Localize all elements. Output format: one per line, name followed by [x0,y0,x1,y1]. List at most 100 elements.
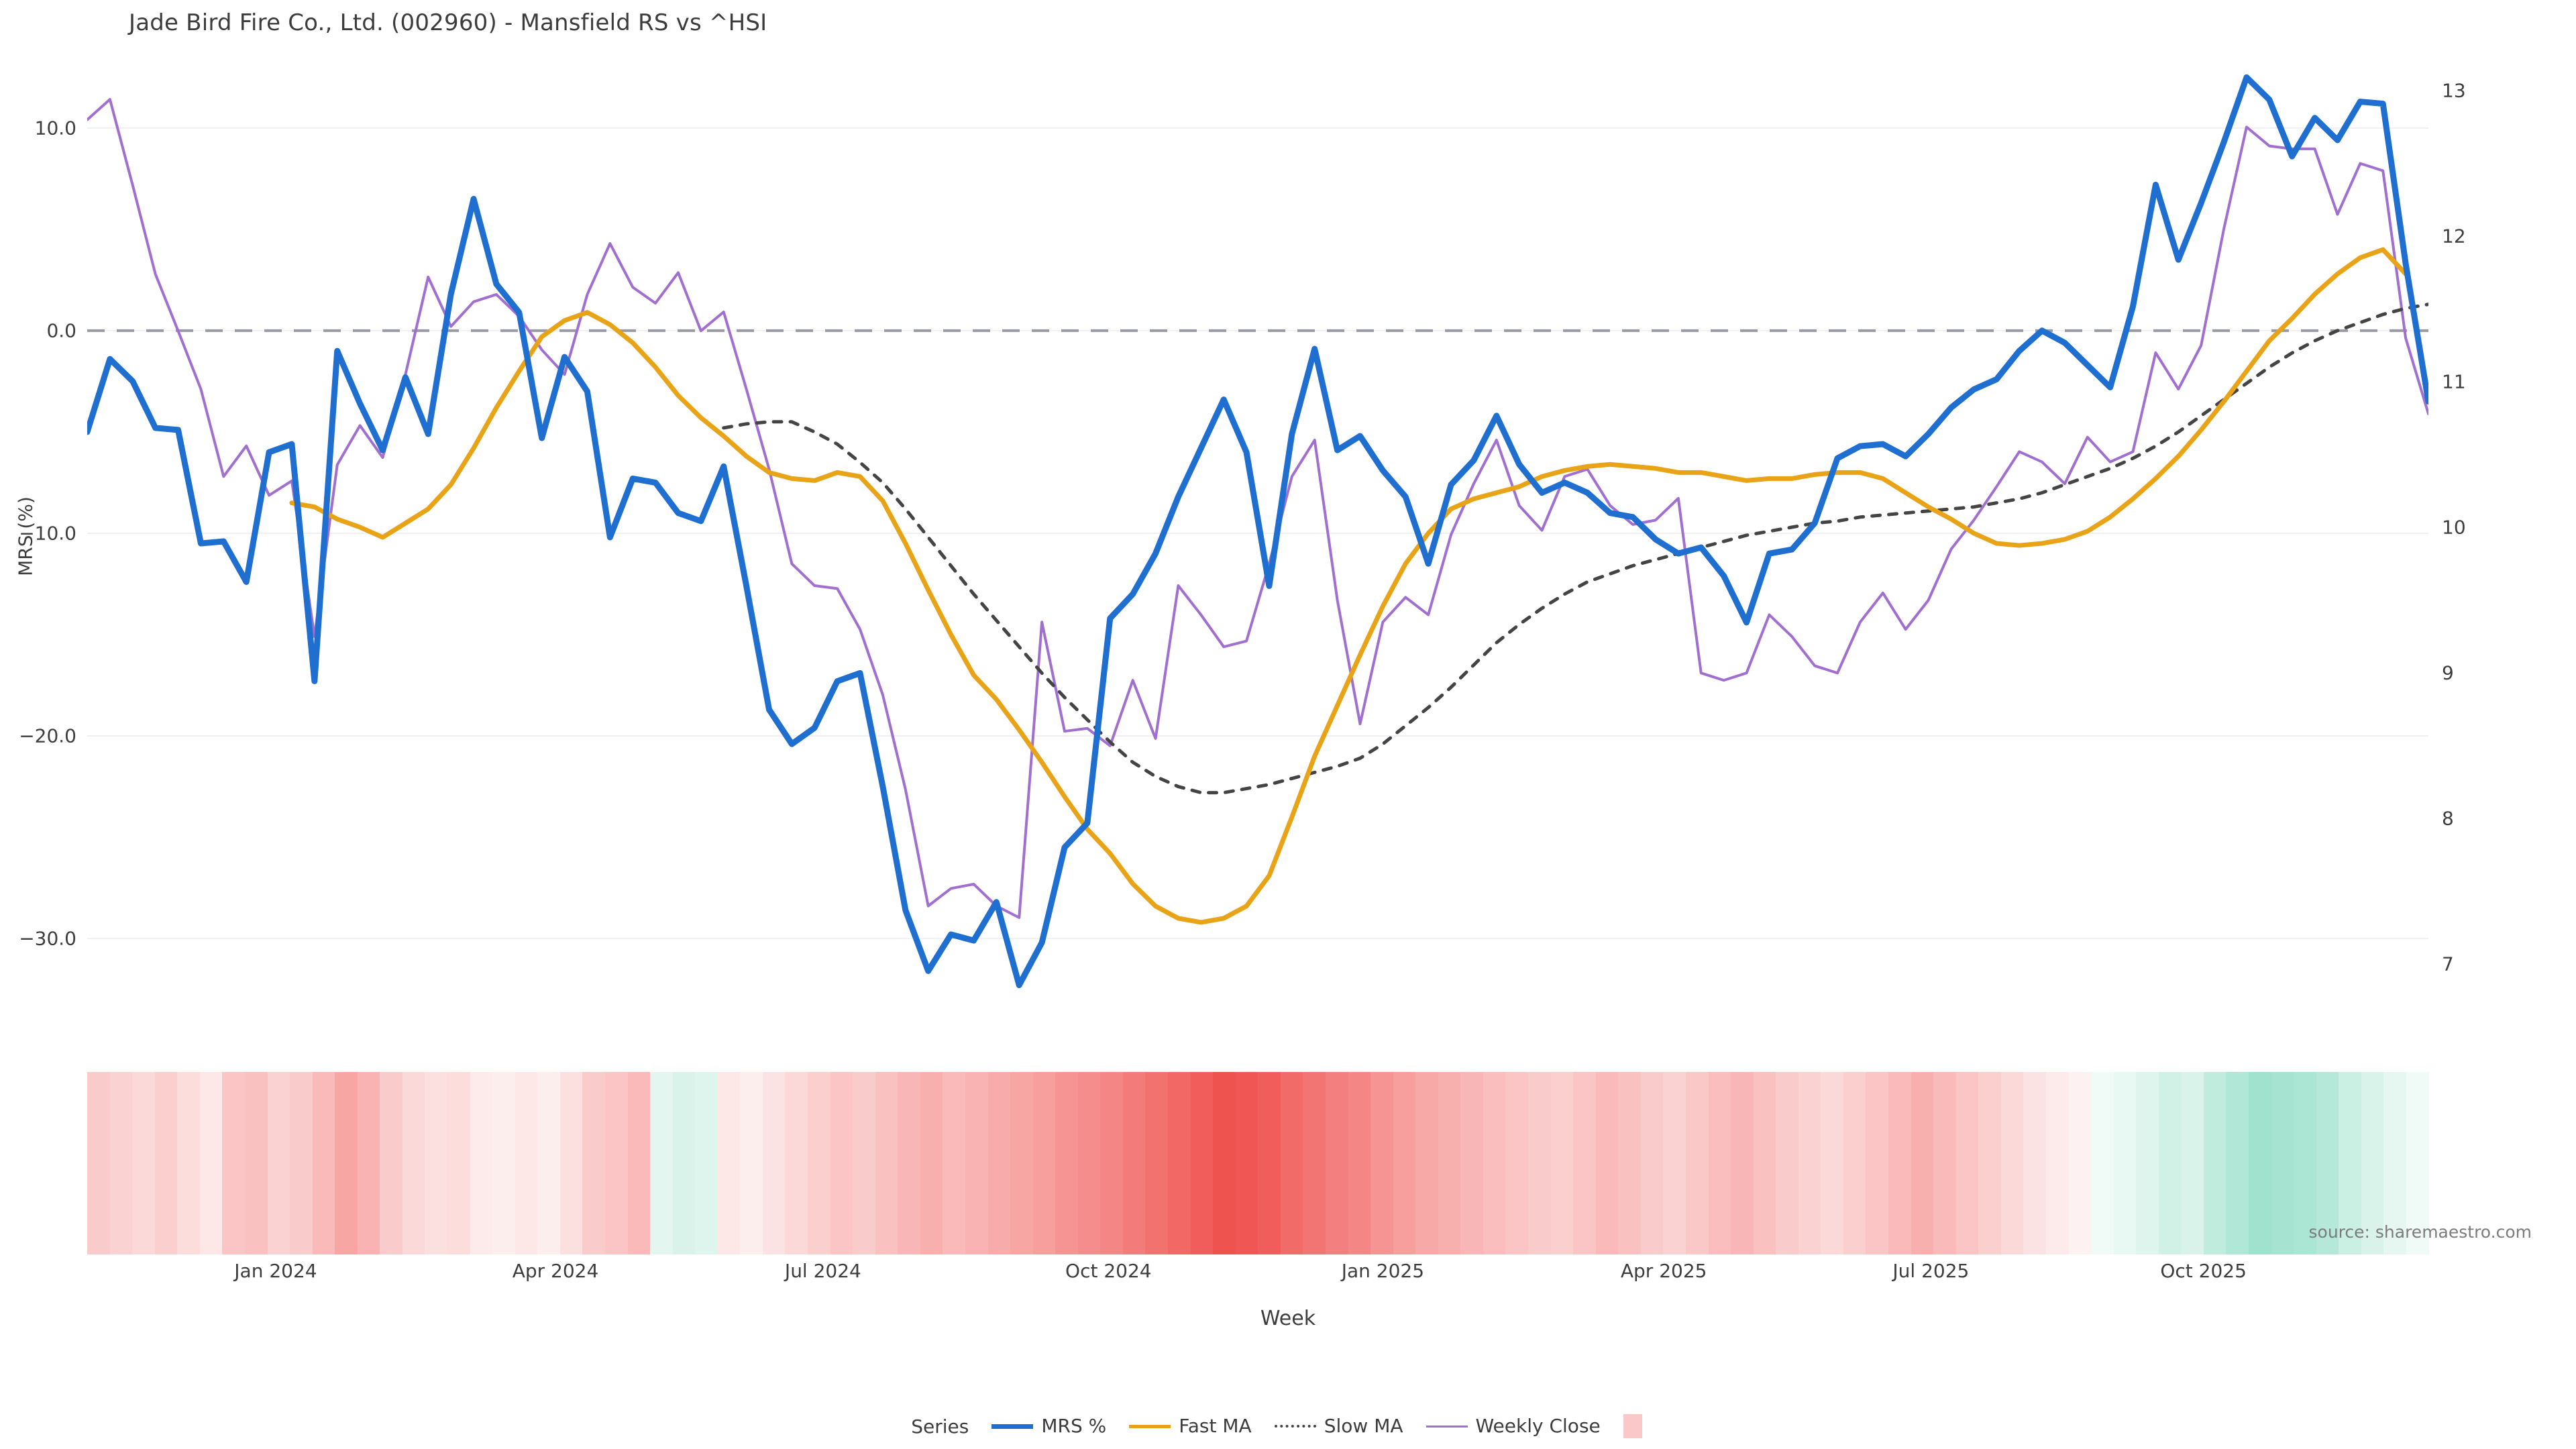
legend-label: Fast MA [1179,1415,1252,1437]
heatmap-cell [2045,1072,2069,1254]
x-tick: Apr 2024 [512,1260,599,1282]
series-lines [87,74,2428,989]
legend-swatch-box [1623,1414,1642,1438]
series-line [87,98,2428,919]
x-tick: Jan 2025 [1341,1260,1425,1282]
y-tick-left: 0.0 [46,319,76,342]
x-tick: Jul 2024 [784,1260,861,1282]
heatmap-cell [2181,1072,2204,1254]
heatmap-cell [2158,1072,2182,1254]
series-line [722,303,2428,795]
y-tick-right: 10 [2442,516,2466,539]
heatmap-cell [222,1072,245,1254]
heatmap-cell [380,1072,402,1254]
heatmap-cell [627,1072,651,1254]
heatmap-cell [920,1072,943,1254]
legend-entry[interactable]: MRS % [991,1417,1106,1436]
heatmap-cell [2023,1072,2046,1254]
heatmap-cell [1460,1072,1483,1254]
legend-swatch-line [1426,1425,1468,1428]
heatmap-cell [1122,1072,1146,1254]
heatmap-cell [1077,1072,1101,1254]
heatmap-cell [1528,1072,1551,1254]
y-tick-right: 11 [2442,370,2466,393]
heatmap-cell [357,1072,380,1254]
heatmap-cell [335,1072,358,1254]
heatmap-cell [1415,1072,1438,1254]
heatmap-cell [582,1072,605,1254]
heatmap-cell [1303,1072,1326,1254]
heatmap-cell [1821,1072,1843,1254]
heatmap-cell [2294,1072,2316,1254]
heatmap-cell [1888,1072,1911,1254]
series-line [289,247,2408,925]
legend-entry[interactable]: Weekly Close [1426,1417,1601,1436]
plot-svg [87,74,2428,989]
heatmap-cell [2226,1072,2249,1254]
heatmap-cell [470,1072,493,1254]
heatmap-cell [1663,1072,1686,1254]
heatmap-cell [1168,1072,1191,1254]
heatmap-cell [740,1072,763,1254]
heatmap-cell [177,1072,200,1254]
heatmap-cell [1055,1072,1078,1254]
legend-label: Weekly Close [1475,1415,1601,1437]
heatmap-cell [650,1072,673,1254]
heatmap-cell [672,1072,696,1254]
heatmap-cell [943,1072,965,1254]
y-tick-right: 9 [2442,661,2454,684]
y-tick-right: 7 [2442,953,2454,975]
y-tick-left: −10.0 [19,522,76,545]
heatmap-cell [1032,1072,1056,1254]
chart-legend: Series MRS % Fast MA Slow MA Weekly Close [0,1414,2576,1438]
heatmap-cell [290,1072,313,1254]
heatmap-cell [1010,1072,1033,1254]
rs-state-heatmap-strip [87,1072,2429,1254]
legend-title: Series [911,1415,969,1438]
heatmap-cell [2316,1072,2339,1254]
y-tick-left: −30.0 [19,927,76,950]
heatmap-cell [785,1072,808,1254]
heatmap-cell [1866,1072,1888,1254]
heatmap-cell [1708,1072,1731,1254]
heatmap-cell [1483,1072,1506,1254]
heatmap-cell [898,1072,920,1254]
heatmap-cell [853,1072,875,1254]
x-tick: Oct 2025 [2160,1260,2247,1282]
y-tick-left: −20.0 [19,724,76,747]
x-tick: Oct 2024 [1065,1260,1152,1282]
heatmap-cell [1731,1072,1754,1254]
y-tick-left: 10.0 [34,117,76,140]
series-line [87,74,2428,989]
legend-label: Slow MA [1324,1415,1403,1437]
heatmap-cell [154,1072,178,1254]
heatmap-cell [447,1072,470,1254]
x-tick: Apr 2025 [1620,1260,1707,1282]
heatmap-cell [2203,1072,2226,1254]
legend-entry[interactable]: Fast MA [1129,1415,1252,1437]
y-tick-right: 13 [2442,79,2466,102]
heatmap-cell [1640,1072,1664,1254]
heatmap-cell [515,1072,538,1254]
heatmap-cell [87,1072,110,1254]
heatmap-cell [1505,1072,1528,1254]
heatmap-cell [312,1072,335,1254]
heatmap-cell [1955,1072,1979,1254]
heatmap-cell [717,1072,741,1254]
heatmap-cell [2339,1072,2361,1254]
legend-swatch-line [991,1424,1034,1429]
heatmap-cell [267,1072,290,1254]
heatmap-cell [537,1072,560,1254]
chart-title: Jade Bird Fire Co., Ltd. (002960) - Mans… [129,9,767,36]
heatmap-cell [109,1072,133,1254]
heatmap-cell [1371,1072,1393,1254]
heatmap-cell [1911,1072,1934,1254]
x-tick: Jan 2024 [234,1260,317,1282]
heatmap-cell [1550,1072,1574,1254]
legend-swatch-line [1274,1425,1316,1428]
legend-entry[interactable]: Slow MA [1274,1415,1403,1437]
heatmap-cell [1393,1072,1416,1254]
heatmap-cell [199,1072,223,1254]
legend-entry[interactable] [1623,1414,1642,1438]
